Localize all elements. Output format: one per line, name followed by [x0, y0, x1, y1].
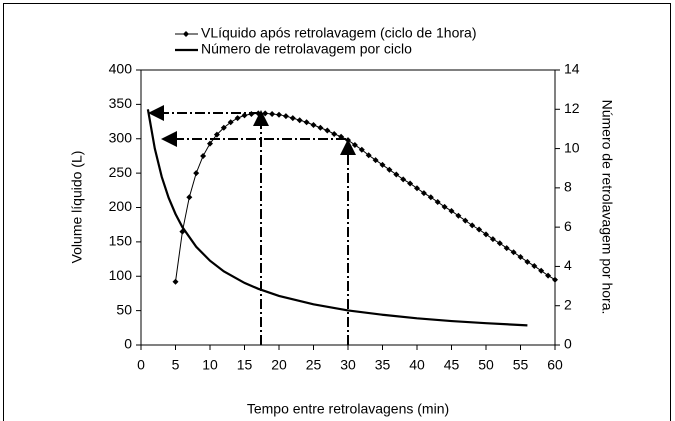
point-marker	[207, 140, 213, 147]
y-axis-label: Volume líquido (L)	[69, 151, 85, 264]
point-marker	[220, 124, 227, 131]
y-tick-label: 350	[109, 95, 133, 111]
point-marker	[462, 217, 469, 224]
point-marker	[317, 124, 324, 131]
point-marker	[365, 152, 372, 159]
point-marker	[552, 276, 558, 283]
point-marker	[517, 254, 524, 260]
point-marker	[441, 203, 448, 210]
point-marker	[248, 111, 255, 117]
x-tick-label: 20	[271, 357, 287, 373]
y2-axis-label: Número de retrolavagem por hora.	[599, 100, 615, 315]
point-marker	[358, 146, 365, 153]
point-marker	[262, 110, 269, 117]
y-tick-label: 50	[116, 301, 132, 317]
point-marker	[503, 245, 510, 252]
point-marker	[379, 161, 386, 168]
x-tick-label: 50	[478, 357, 494, 373]
point-marker	[434, 199, 441, 205]
point-marker	[427, 194, 434, 201]
y-tick-label: 100	[109, 267, 133, 283]
legend-label: VLíquido após retrolavagem (ciclo de 1ho…	[201, 25, 477, 41]
point-marker	[483, 231, 489, 238]
point-marker	[269, 111, 276, 117]
x-tick-label: 45	[444, 357, 460, 373]
point-marker	[351, 141, 358, 148]
y2-tick-label: 0	[564, 336, 572, 352]
point-marker	[489, 236, 496, 243]
point-marker	[213, 131, 220, 138]
point-marker	[345, 137, 351, 144]
point-marker	[407, 180, 414, 187]
x-tick-label: 60	[547, 357, 563, 373]
point-marker	[414, 185, 420, 192]
point-marker	[303, 119, 310, 126]
x-axis-label: Tempo entre retrolavagens (min)	[247, 401, 449, 417]
point-marker	[255, 110, 262, 117]
point-marker	[227, 119, 234, 126]
x-tick-label: 5	[172, 357, 180, 373]
point-marker	[538, 267, 545, 274]
point-marker	[386, 166, 393, 173]
point-marker	[186, 194, 193, 201]
point-marker	[193, 170, 200, 177]
point-marker	[545, 272, 552, 279]
point-marker	[420, 190, 427, 197]
point-marker	[289, 115, 296, 122]
point-marker	[234, 115, 241, 122]
x-tick-label: 15	[237, 357, 253, 373]
y2-tick-label: 2	[564, 296, 572, 312]
point-marker	[496, 240, 503, 247]
y2-tick-label: 10	[564, 139, 580, 155]
point-marker	[241, 112, 248, 119]
frame	[3, 3, 671, 421]
point-marker	[276, 111, 282, 118]
point-marker	[469, 222, 476, 229]
point-marker	[476, 226, 483, 233]
point-marker	[282, 113, 289, 120]
y-tick-label: 250	[109, 164, 133, 180]
point-marker	[338, 133, 345, 140]
y-tick-label: 300	[109, 129, 133, 145]
point-marker	[510, 249, 517, 256]
y2-tick-label: 6	[564, 218, 572, 234]
point-marker	[400, 176, 407, 183]
x-tick-label: 35	[375, 357, 391, 373]
y2-tick-label: 14	[564, 61, 580, 77]
y2-tick-label: 12	[564, 100, 580, 116]
point-marker	[524, 258, 531, 265]
y2-tick-label: 8	[564, 179, 572, 195]
annotations	[148, 105, 356, 345]
point-marker	[455, 212, 462, 219]
x-tick-label: 25	[306, 357, 322, 373]
x-tick-label: 30	[340, 357, 356, 373]
point-marker	[200, 152, 207, 159]
x-tick-label: 40	[409, 357, 425, 373]
series-line	[146, 109, 528, 327]
x-tick-label: 10	[202, 357, 218, 373]
point-marker	[393, 171, 400, 178]
point-marker	[448, 207, 455, 214]
y2-tick-label: 4	[564, 257, 572, 273]
point-marker	[372, 157, 379, 164]
y-tick-label: 0	[124, 336, 132, 352]
point-marker	[531, 262, 538, 269]
y-tick-label: 400	[109, 61, 133, 77]
point-marker	[324, 127, 331, 134]
point-marker	[331, 130, 338, 137]
legend-label: Número de retrolavagem por ciclo	[201, 41, 412, 57]
point-marker	[310, 122, 317, 128]
x-tick-label: 0	[137, 357, 145, 373]
x-tick-label: 55	[513, 357, 529, 373]
point-marker	[172, 278, 179, 285]
y-tick-label: 150	[109, 233, 133, 249]
point-marker	[296, 117, 303, 124]
y-tick-label: 200	[109, 198, 133, 214]
legend-marker	[183, 31, 189, 37]
